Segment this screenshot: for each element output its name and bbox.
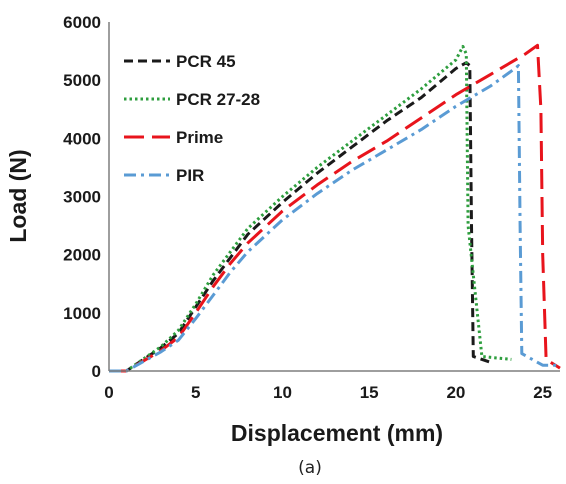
series-layer: [109, 43, 561, 373]
y-tick-label: 0: [92, 362, 101, 381]
legend-label-1: PCR 27-28: [176, 90, 260, 109]
series-line-2: [109, 43, 561, 373]
series-line-1: [109, 44, 512, 373]
y-tick-label: 6000: [63, 13, 101, 32]
x-tick-label: 20: [446, 383, 465, 402]
x-tick-label: 25: [533, 383, 552, 402]
series-line-3: [109, 64, 560, 373]
legend-label-0: PCR 45: [176, 52, 236, 71]
tick-labels: 0 5 10 15 20 25 0 1000 2000 3000 4000 5000 6000: [63, 13, 552, 402]
legend-label-3: PIR: [176, 166, 204, 185]
series-line-0: [109, 61, 492, 373]
axes: [108, 22, 560, 372]
legend-label-2: Prime: [176, 128, 223, 147]
legend: PCR 45 PCR 27-28 Prime PIR: [124, 52, 260, 185]
x-tick-label: 5: [191, 383, 200, 402]
y-tick-label: 1000: [63, 304, 101, 323]
y-tick-label: 5000: [63, 71, 101, 90]
x-axis-title: Displacement (mm): [231, 420, 443, 446]
y-tick-label: 4000: [63, 129, 101, 148]
y-axis-title: Load (N): [5, 149, 31, 242]
y-tick-label: 3000: [63, 188, 101, 207]
figure-caption: (a): [298, 458, 322, 478]
x-tick-label: 10: [273, 383, 292, 402]
x-tick-label: 15: [360, 383, 379, 402]
x-tick-label: 0: [104, 383, 113, 402]
y-tick-label: 2000: [63, 246, 101, 265]
